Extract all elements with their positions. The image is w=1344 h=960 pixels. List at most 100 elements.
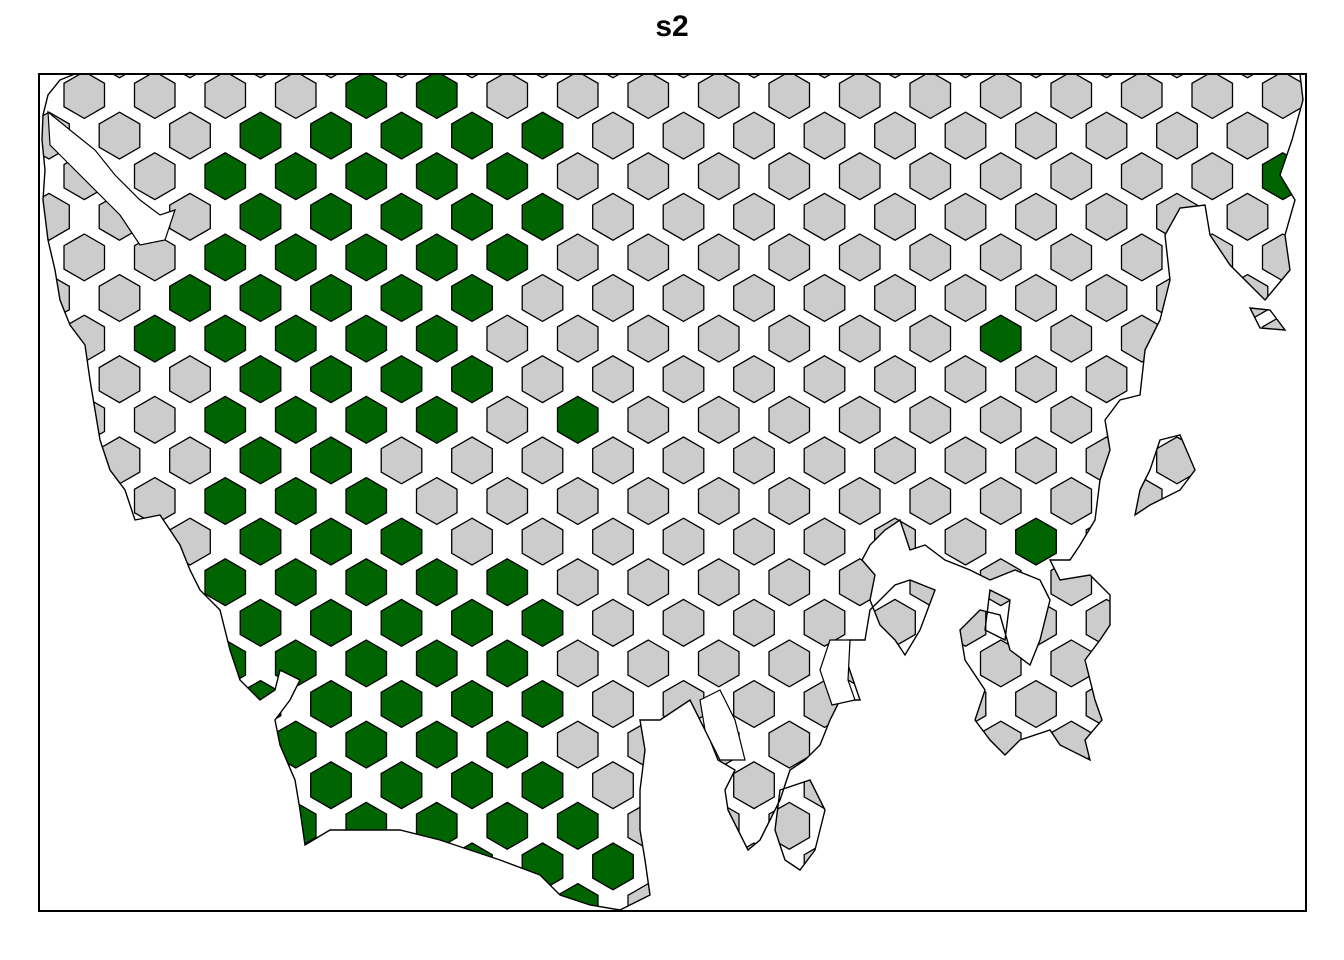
hex-cell xyxy=(944,436,987,485)
hex-cell xyxy=(909,314,952,363)
hex-cell-selected xyxy=(310,598,352,647)
hex-cell xyxy=(1333,802,1344,849)
hex-cell xyxy=(733,111,775,160)
hex-cell-selected xyxy=(204,476,247,526)
hex-cell xyxy=(697,558,740,607)
hex-cell xyxy=(1050,233,1093,282)
hex-cell xyxy=(944,273,987,323)
hex-cell xyxy=(662,192,705,241)
hex-cell xyxy=(944,111,987,160)
hex-cell xyxy=(240,924,281,960)
hex-cell xyxy=(627,476,670,526)
hex-cell xyxy=(239,761,282,810)
hex-cell xyxy=(592,436,634,485)
hex-cell xyxy=(380,436,423,485)
hex-cell xyxy=(662,436,705,485)
hex-cell-selected xyxy=(133,314,176,363)
hex-cell xyxy=(697,74,740,120)
hex-cell xyxy=(1120,801,1163,850)
hex-cell-selected xyxy=(415,395,458,444)
hex-cell xyxy=(838,233,881,282)
hex-cell xyxy=(1297,679,1303,729)
hex-cell xyxy=(204,882,247,910)
hex-cell-selected xyxy=(979,314,1022,363)
hex-cell-selected xyxy=(486,152,529,201)
hex-cell xyxy=(874,355,916,404)
hex-cell xyxy=(768,639,811,688)
hex-cell xyxy=(662,761,705,810)
hex-cell-selected xyxy=(169,273,211,323)
hex-cell xyxy=(486,395,529,444)
hex-cell-selected xyxy=(345,233,388,282)
hex-cell xyxy=(1015,679,1057,729)
hex-cell xyxy=(592,598,634,647)
hex-cell-selected xyxy=(380,517,423,566)
southeast-inlet-1 xyxy=(699,689,746,761)
hex-cell xyxy=(1297,355,1303,404)
hex-cell xyxy=(734,924,775,960)
hex-cell xyxy=(133,558,176,607)
hex-cell xyxy=(63,233,106,282)
hex-cell xyxy=(521,436,564,485)
hex-cell xyxy=(1297,598,1303,647)
hex-cell xyxy=(1086,924,1127,960)
hex-cell xyxy=(979,476,1022,526)
hex-cell-selected xyxy=(239,111,282,160)
hex-cell-selected xyxy=(310,842,352,891)
hex-cell xyxy=(1226,517,1269,566)
hex-cell xyxy=(42,436,70,485)
hex-cell xyxy=(838,152,881,201)
hex-cell xyxy=(42,761,70,810)
hex-cell xyxy=(1226,192,1269,241)
hex-cell xyxy=(803,192,846,241)
hex-cell xyxy=(169,355,211,404)
hex-cell xyxy=(804,924,845,960)
hex-cell xyxy=(979,882,1022,910)
hex-cell xyxy=(99,924,140,960)
hex-cell-selected xyxy=(204,152,247,201)
hex-cell xyxy=(662,598,705,647)
hex-cell xyxy=(169,111,211,160)
hex-cell xyxy=(768,882,811,910)
hex-cell xyxy=(0,153,34,200)
coastline xyxy=(41,74,1304,911)
hex-cell xyxy=(451,517,493,566)
hex-cell-selected xyxy=(204,314,247,363)
hex-cell xyxy=(1261,882,1303,910)
hex-cell-selected xyxy=(452,924,493,960)
hex-cell-selected xyxy=(486,639,529,688)
hex-cell-selected xyxy=(1015,517,1057,566)
hex-cell xyxy=(733,436,775,485)
hex-cell-selected xyxy=(380,273,423,323)
hex-cell xyxy=(42,355,70,404)
hex-cell xyxy=(592,192,634,241)
hex-cell xyxy=(1226,111,1269,160)
hex-cell xyxy=(169,74,211,79)
hex-cell-selected xyxy=(415,801,458,850)
hex-cell-selected xyxy=(521,598,564,647)
hex-cell xyxy=(874,761,916,810)
hex-cell xyxy=(1297,111,1303,160)
hex-cell xyxy=(803,842,846,891)
hex-cell xyxy=(1191,395,1234,444)
hex-cell xyxy=(0,396,34,443)
hex-cell xyxy=(1015,74,1057,79)
hex-cell xyxy=(627,395,670,444)
hex-cell xyxy=(0,478,34,525)
hex-cell xyxy=(733,273,775,323)
hex-cell xyxy=(98,111,141,160)
hex-cell-selected xyxy=(274,882,317,910)
hex-cell-selected xyxy=(592,842,634,891)
hex-cell xyxy=(1015,761,1057,810)
hex-cell xyxy=(1226,355,1269,404)
hex-cell xyxy=(979,639,1022,688)
hex-cell xyxy=(486,314,529,363)
hex-cell xyxy=(874,679,916,729)
hex-cell-selected xyxy=(345,314,388,363)
hex-cell xyxy=(1191,152,1234,201)
hex-cell xyxy=(1156,273,1198,323)
hex-cell xyxy=(909,639,952,688)
hex-cell xyxy=(1156,74,1198,79)
hex-cell xyxy=(733,679,775,729)
hex-cell xyxy=(556,152,599,201)
